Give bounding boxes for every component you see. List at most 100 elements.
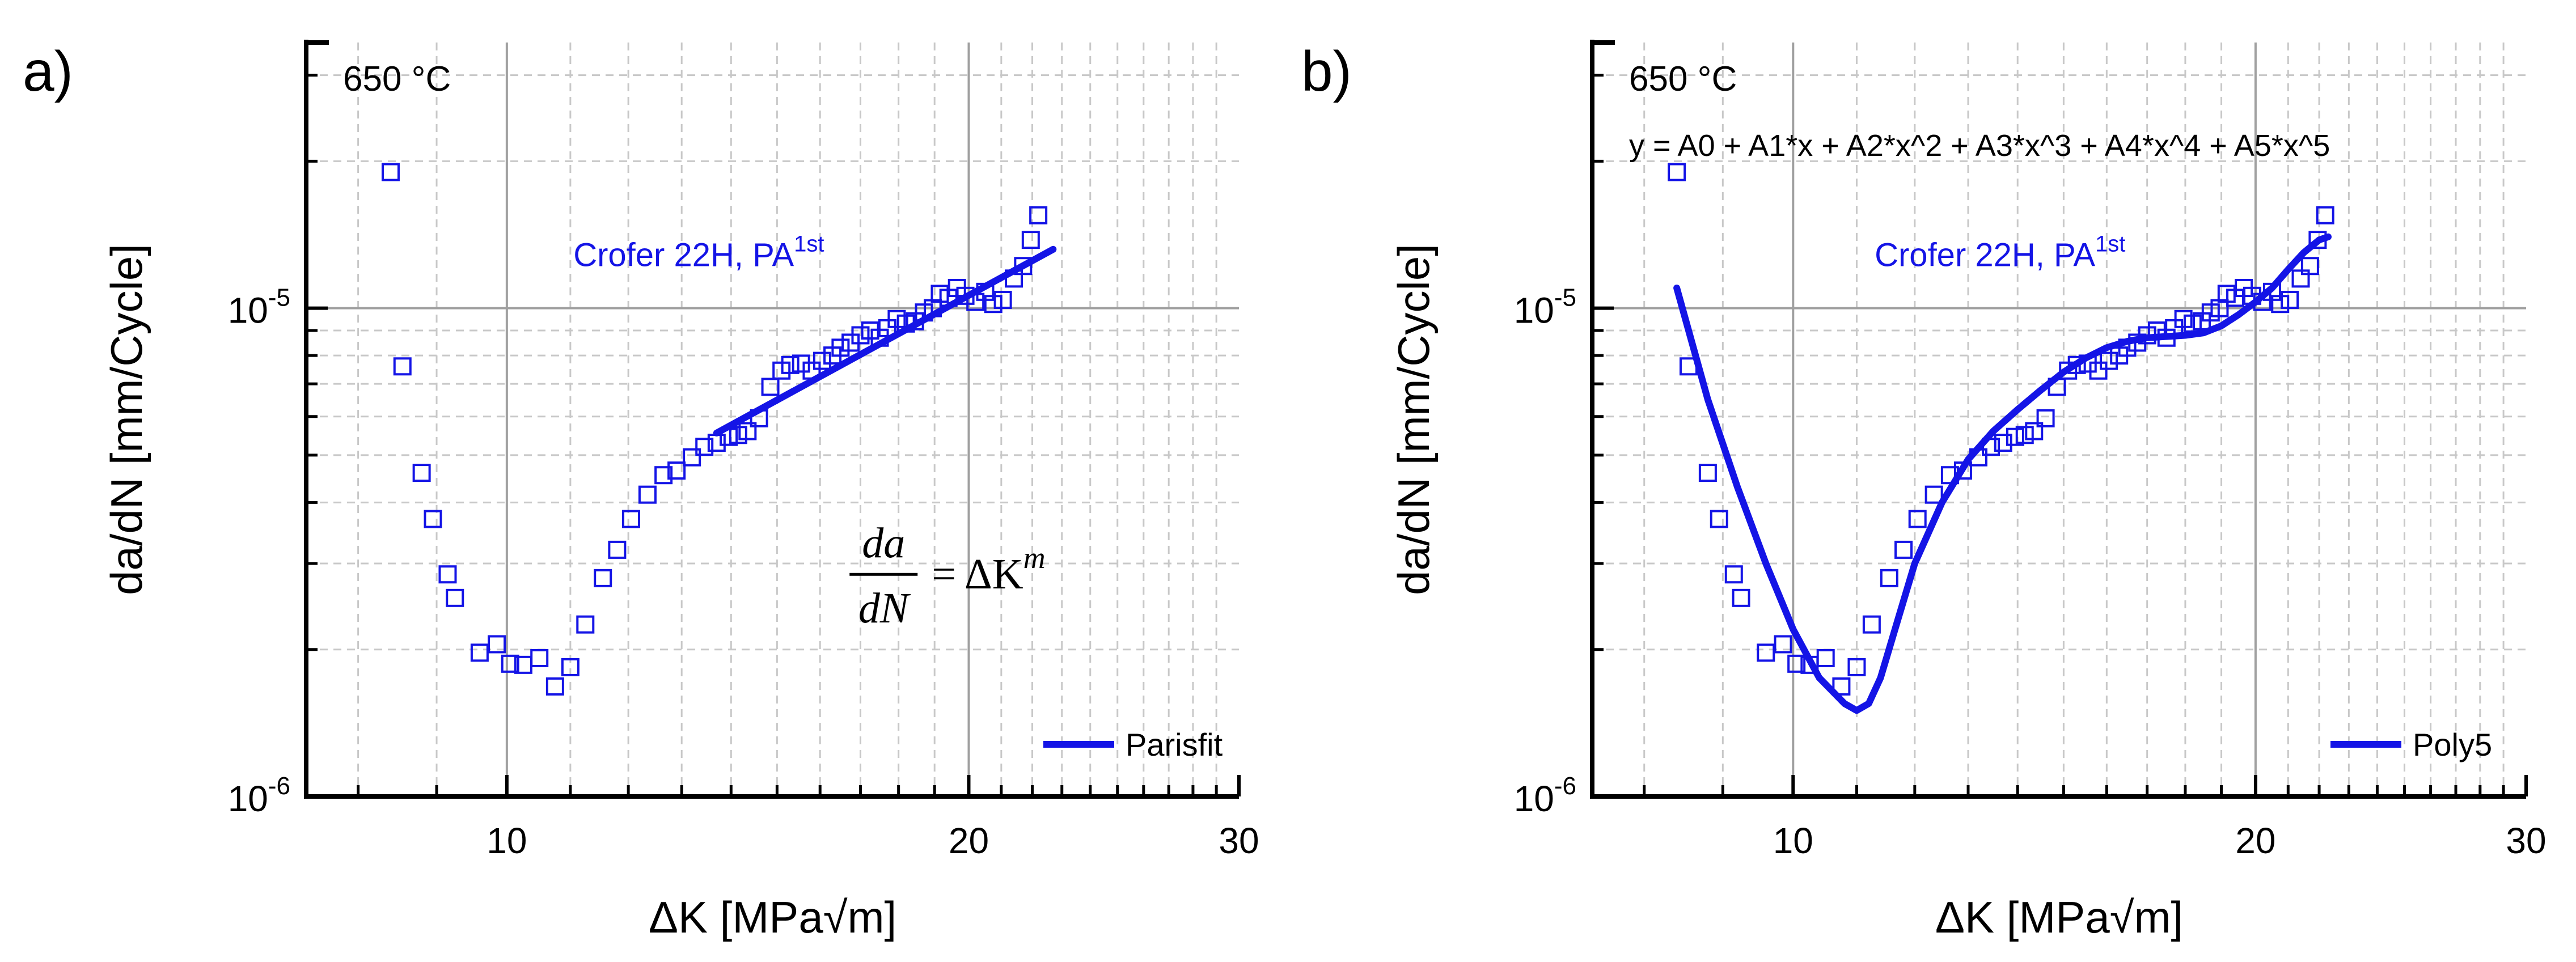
panel-label: b) xyxy=(1301,40,1352,103)
data-point xyxy=(576,615,595,634)
ticks xyxy=(306,74,1241,798)
x-tick-label: 30 xyxy=(1219,820,1259,861)
data-point xyxy=(545,677,564,696)
formula-rhs-text: = ΔK xyxy=(932,550,1023,598)
temperature-label: 650 °C xyxy=(1629,60,1737,99)
data-point xyxy=(2006,427,2025,446)
x-axis-label: ΔK [MPa√m] xyxy=(649,892,896,942)
data-point xyxy=(1994,434,2012,452)
data-point xyxy=(622,510,641,528)
data-point xyxy=(761,378,780,396)
data-point xyxy=(851,326,870,345)
y-tick-exp: -5 xyxy=(268,284,290,312)
data-point xyxy=(438,565,457,584)
data-point xyxy=(2100,351,2118,370)
x-tick-label: 20 xyxy=(949,820,989,861)
data-markers xyxy=(1668,163,2334,696)
legend-label: Poly5 xyxy=(2413,727,2492,762)
data-point xyxy=(1894,540,1913,559)
data-point xyxy=(1816,649,1835,667)
formula-denominator: dN xyxy=(858,584,911,632)
data-point xyxy=(1698,464,1717,482)
data-point xyxy=(2089,361,2108,380)
x-tick-label: 30 xyxy=(2506,820,2546,861)
x-tick-label: 10 xyxy=(487,820,527,861)
data-point xyxy=(561,658,580,676)
y-tick-base: 10 xyxy=(1514,778,1554,819)
data-point xyxy=(501,654,519,673)
data-point xyxy=(1014,257,1033,276)
data-point xyxy=(683,448,701,467)
legend-label: Parisfit xyxy=(1126,727,1223,762)
data-point xyxy=(667,461,686,480)
y-tick-label: 10-6 xyxy=(1514,772,1576,819)
y-tick-exp: -6 xyxy=(1554,772,1576,800)
data-point xyxy=(2025,422,2044,440)
data-point xyxy=(654,466,673,485)
grid xyxy=(1592,43,2526,796)
data-point xyxy=(984,295,1003,313)
ticks xyxy=(1592,74,2528,798)
y-tick-base: 10 xyxy=(228,778,268,819)
data-point xyxy=(1029,206,1048,224)
data-point xyxy=(695,438,714,456)
data-point xyxy=(446,588,464,607)
series-label: Crofer 22H, PA1st xyxy=(573,231,824,273)
data-point xyxy=(2271,295,2290,313)
temperature-label: 650 °C xyxy=(343,60,451,99)
y-tick-exp: -6 xyxy=(268,772,290,800)
data-point xyxy=(813,351,831,370)
data-point xyxy=(1668,163,1686,181)
y-tick-label: 10-6 xyxy=(228,772,290,819)
data-point xyxy=(707,434,726,452)
data-point xyxy=(1847,658,1866,676)
x-axis-label: ΔK [MPa√m] xyxy=(1935,892,2183,942)
panel-label: a) xyxy=(23,40,73,103)
data-point xyxy=(638,485,657,504)
data-point xyxy=(729,426,747,444)
series-label: Crofer 22H, PA1st xyxy=(1875,231,2125,273)
data-point xyxy=(1862,615,1881,634)
data-point xyxy=(2015,426,2034,444)
data-point xyxy=(2316,206,2334,224)
data-point xyxy=(381,163,400,181)
data-point xyxy=(1757,643,1775,662)
series-label-text: Crofer 22H, PA xyxy=(1875,236,2095,273)
data-point xyxy=(831,338,850,357)
series-label-sup: 1st xyxy=(2095,231,2125,256)
formula-exponent: m xyxy=(1023,541,1046,575)
data-point xyxy=(488,635,506,654)
data-point xyxy=(1724,565,1743,584)
data-point xyxy=(412,464,431,482)
data-point xyxy=(530,649,549,667)
data-point xyxy=(2300,257,2319,276)
data-point xyxy=(1787,654,1806,673)
data-point xyxy=(608,540,627,559)
data-point xyxy=(470,643,489,662)
data-point xyxy=(887,310,906,328)
formula-rhs: = ΔKm xyxy=(932,541,1045,598)
data-point xyxy=(393,357,412,376)
y-tick-base: 10 xyxy=(1514,290,1554,331)
x-tick-label: 10 xyxy=(1773,820,1813,861)
data-point xyxy=(424,510,442,528)
x-tick-label: 20 xyxy=(2235,820,2275,861)
y-tick-base: 10 xyxy=(228,290,268,331)
data-point xyxy=(1908,510,1927,528)
y-tick-label: 10-5 xyxy=(228,284,290,331)
data-point xyxy=(2036,409,2055,427)
series-label-sup: 1st xyxy=(794,231,824,256)
data-point xyxy=(594,569,612,587)
data-point xyxy=(781,355,800,374)
data-point xyxy=(993,290,1012,309)
data-point xyxy=(1774,635,1792,654)
y-tick-label: 10-5 xyxy=(1514,284,1576,331)
data-point xyxy=(1710,510,1728,528)
y-axis-label: da/dN [mm/Cycle] xyxy=(101,244,151,595)
poly5-fit-line xyxy=(1673,233,2332,714)
equation-label: y = A0 + A1*x + A2*x^2 + A3*x^3 + A4*x^4… xyxy=(1629,129,2330,163)
data-point xyxy=(1732,588,1750,607)
